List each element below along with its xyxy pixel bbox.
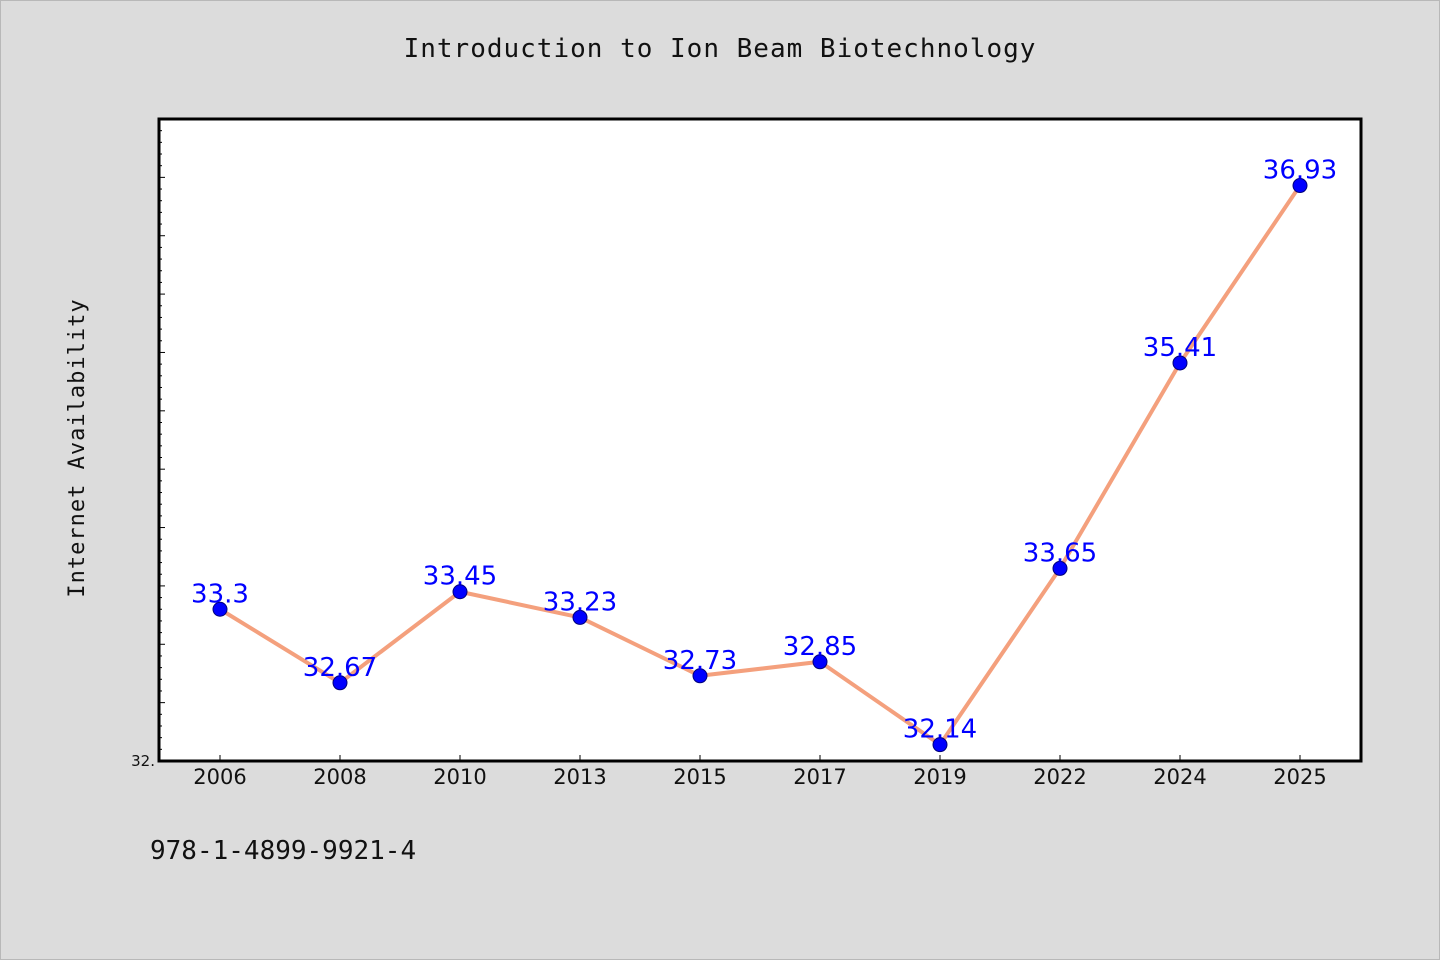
chart-title: Introduction to Ion Beam Biotechnology: [403, 34, 1037, 64]
data-label: 36.93: [1263, 156, 1337, 186]
data-point: [1172, 355, 1188, 371]
data-point: [572, 609, 588, 625]
x-tick-label: 2017: [793, 765, 846, 789]
x-tick-label: 2008: [313, 765, 366, 789]
data-point: [1052, 560, 1068, 576]
data-label: 33.23: [543, 587, 617, 617]
x-axis-tick-labels: 2006 2008 2010 2013 2015 2017 2019 2022 2024 2025: [193, 765, 1326, 789]
x-tick-label: 2025: [1273, 765, 1326, 789]
plot-area: [159, 119, 1361, 761]
x-tick-label: 2024: [1153, 765, 1206, 789]
plot-border: [157, 117, 1363, 763]
data-label: 33.65: [1023, 538, 1097, 568]
data-label: 32.14: [903, 715, 977, 745]
x-tick-label: 2013: [553, 765, 606, 789]
y-axis-label: Internet Availability: [65, 298, 90, 597]
series-markers: [212, 178, 1308, 753]
y-axis-tick-label: 32.: [131, 752, 155, 770]
x-tick-label: 2015: [673, 765, 726, 789]
x-tick-label: 2022: [1033, 765, 1086, 789]
data-label: 33.3: [191, 579, 249, 609]
data-point: [212, 601, 228, 617]
data-point: [692, 668, 708, 684]
data-point: [932, 737, 948, 753]
data-label: 32.73: [663, 646, 737, 676]
data-label: 32.85: [783, 632, 857, 662]
x-tick-label: 2019: [913, 765, 966, 789]
isbn-label: 978-1-4899-9921-4: [150, 836, 417, 866]
data-label: 32.67: [303, 653, 377, 683]
x-tick-label: 2006: [193, 765, 246, 789]
x-tick-label: 2010: [433, 765, 486, 789]
data-point: [332, 675, 348, 691]
data-point: [452, 584, 468, 600]
data-point: [1292, 178, 1308, 194]
data-point: [812, 654, 828, 670]
data-label: 33.45: [423, 562, 497, 592]
data-label: 35.41: [1143, 333, 1217, 363]
series-line: [218, 184, 1302, 747]
data-labels: 33.3 32.67 33.45 33.23 32.73 32.85 32.14 33.65 3…: [191, 156, 1337, 745]
